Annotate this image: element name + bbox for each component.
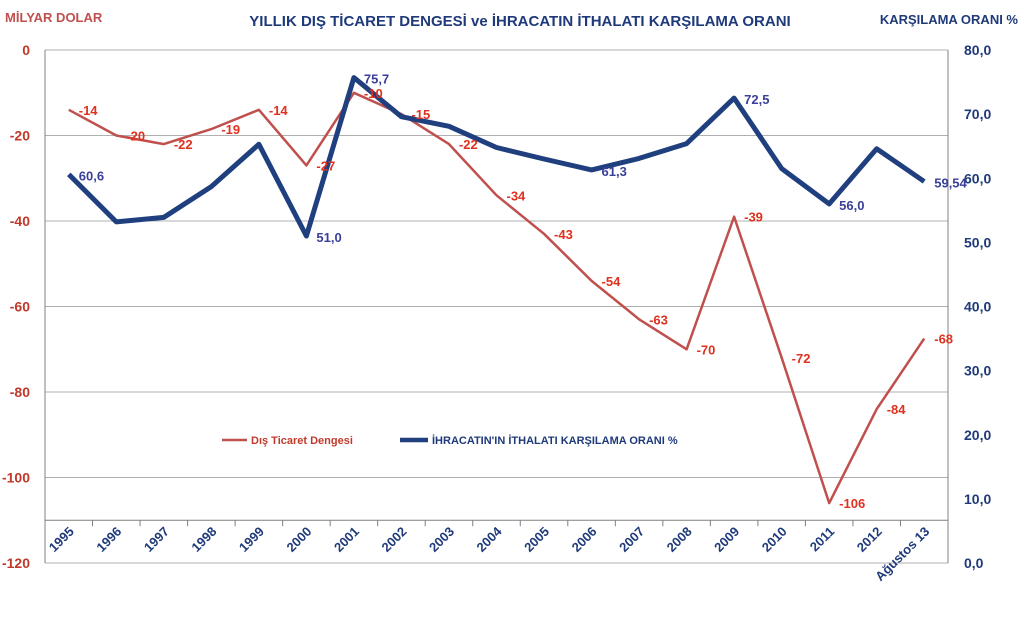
trade-balance-data-label: -72 xyxy=(792,351,811,366)
coverage-ratio-data-label: 51,0 xyxy=(316,230,341,245)
trade-balance-data-label: -19 xyxy=(221,122,240,137)
left-tick-label: -120 xyxy=(2,555,30,571)
coverage-ratio-data-label: 60,6 xyxy=(79,168,104,183)
right-tick-label: 50,0 xyxy=(964,234,991,250)
x-tick-label: 2012 xyxy=(854,524,885,555)
right-tick-label: 80,0 xyxy=(964,42,991,58)
x-tick-label: 1996 xyxy=(93,524,124,555)
right-tick-label: 70,0 xyxy=(964,106,991,122)
gridlines xyxy=(45,49,948,564)
legend-label-coverage-ratio: İHRACATIN'IN İTHALATI KARŞILAMA ORANI % xyxy=(432,434,678,447)
trade-balance-data-label: -34 xyxy=(507,188,527,203)
x-tick-label: 1999 xyxy=(236,524,267,555)
coverage-ratio-data-label: 72,5 xyxy=(744,92,769,107)
x-tick-label: 1995 xyxy=(46,524,77,555)
trade-balance-data-label: -54 xyxy=(602,274,622,289)
trade-balance-data-label: -43 xyxy=(554,227,573,242)
trade-balance-data-label: -14 xyxy=(79,103,99,118)
x-tick-label: 2003 xyxy=(426,524,457,555)
right-tick-label: 20,0 xyxy=(964,427,991,443)
x-tick-label: 2002 xyxy=(379,524,410,555)
right-axis-unit-label: KARŞILAMA ORANI % xyxy=(880,12,1019,27)
left-tick-label: -40 xyxy=(10,213,30,229)
right-tick-label: 60,0 xyxy=(964,170,991,186)
trade-balance-line xyxy=(68,91,926,505)
left-axis-unit-label: MİLYAR DOLAR xyxy=(5,10,103,25)
trade-balance-data-label: -27 xyxy=(316,158,335,173)
trade-balance-data-label: -39 xyxy=(744,210,763,225)
x-tick-label: 2004 xyxy=(474,523,506,555)
coverage-ratio-line xyxy=(67,75,926,239)
x-tick-label: 2008 xyxy=(664,524,695,555)
trade-balance-data-label: -106 xyxy=(839,496,865,511)
right-tick-label: 10,0 xyxy=(964,491,991,507)
left-tick-label: -60 xyxy=(10,299,30,315)
trade-balance-data-label: -70 xyxy=(697,342,716,357)
x-tick-label: 2005 xyxy=(521,524,552,555)
series-lines xyxy=(67,75,926,505)
coverage-ratio-data-label: 61,3 xyxy=(602,164,627,179)
right-tick-label: 40,0 xyxy=(964,299,991,315)
coverage-ratio-data-label: 75,7 xyxy=(364,72,389,87)
chart-title: YILLIK DIŞ TİCARET DENGESİ ve İHRACATIN … xyxy=(249,13,790,30)
left-tick-label: 0 xyxy=(22,42,30,58)
trade-balance-data-label: -84 xyxy=(887,402,907,417)
legend: Dış Ticaret Dengesi İHRACATIN'IN İTHALATI… xyxy=(222,434,678,447)
trade-balance-data-label: -14 xyxy=(269,103,289,118)
trade-balance-data-label: -10 xyxy=(364,86,383,101)
coverage-ratio-data-label: 59,54 xyxy=(934,175,967,190)
data-labels: -14 -20 -22 -19 -14 -27 -10 -15 -22 -34 -43 -54 -63 -… xyxy=(79,72,968,512)
trade-balance-data-label: -20 xyxy=(126,129,145,144)
trade-balance-data-label: -22 xyxy=(174,137,193,152)
x-tick-label: 2009 xyxy=(711,524,742,555)
trade-balance-data-label: -63 xyxy=(649,312,668,327)
legend-label-trade-balance: Dış Ticaret Dengesi xyxy=(251,435,353,447)
x-tick-label: 2001 xyxy=(331,524,362,555)
trade-balance-data-label: -68 xyxy=(934,332,953,347)
x-tick-label: 2006 xyxy=(569,524,600,555)
x-tick-label: 1998 xyxy=(188,524,219,555)
coverage-ratio-data-label: 56,0 xyxy=(839,198,864,213)
left-tick-label: -100 xyxy=(2,470,30,486)
left-tick-label: -20 xyxy=(10,128,30,144)
left-tick-label: -80 xyxy=(10,384,30,400)
trade-balance-data-label: -15 xyxy=(411,107,430,122)
x-tick-label: 1997 xyxy=(141,524,172,555)
x-tick-label: 2011 xyxy=(807,524,838,555)
x-tick-label: 2007 xyxy=(616,524,647,555)
right-tick-label: 0,0 xyxy=(964,555,984,571)
x-tick-label: 2000 xyxy=(283,524,314,555)
right-tick-label: 30,0 xyxy=(964,363,991,379)
x-tick-label: 2010 xyxy=(759,524,790,555)
trade-balance-data-label: -22 xyxy=(459,137,478,152)
